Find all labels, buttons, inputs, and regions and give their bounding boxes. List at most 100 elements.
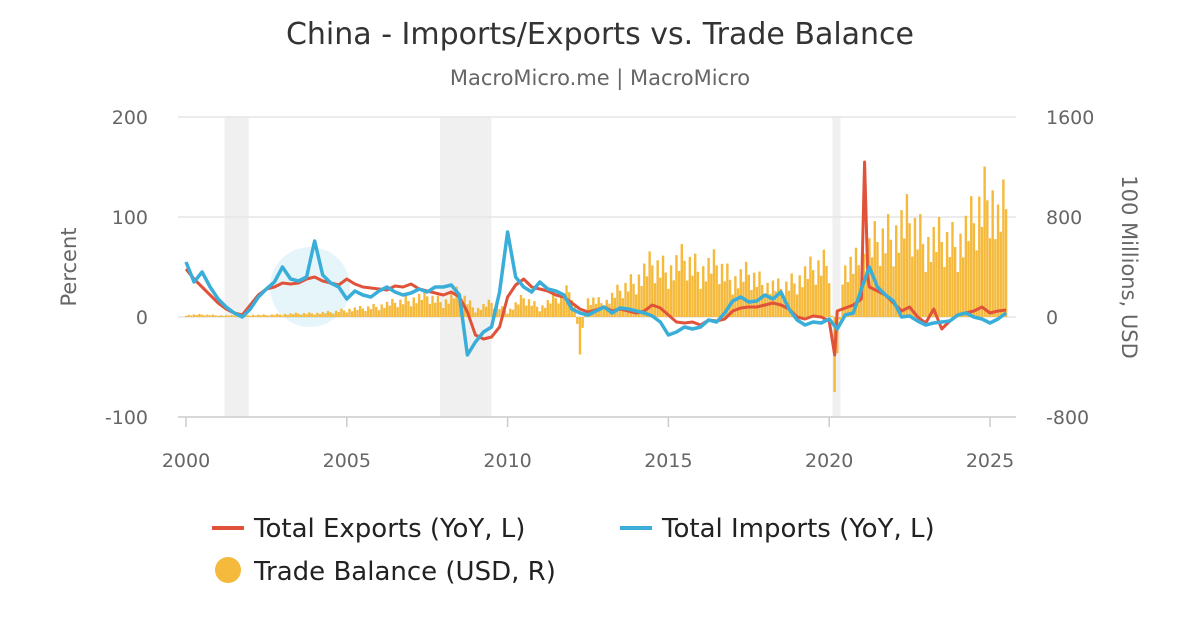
balance-bar-189 bbox=[691, 275, 694, 317]
balance-bar-14 bbox=[222, 315, 225, 317]
balance-bar-60 bbox=[345, 312, 348, 317]
balance-bar-4 bbox=[195, 315, 198, 317]
balance-bar-295 bbox=[975, 250, 978, 317]
balance-bar-238 bbox=[822, 249, 826, 317]
balance-bar-0 bbox=[184, 315, 188, 317]
balance-bar-281 bbox=[937, 217, 941, 317]
legend-label-balance: Trade Balance (USD, R) bbox=[253, 557, 556, 587]
balance-bar-193 bbox=[702, 266, 705, 317]
balance-bar-67 bbox=[364, 311, 367, 317]
y-left-axis-title: Percent bbox=[57, 227, 81, 306]
balance-bar-55 bbox=[332, 313, 335, 317]
balance-bar-53 bbox=[326, 310, 330, 317]
balance-bar-70 bbox=[372, 303, 375, 317]
balance-bar-126 bbox=[522, 298, 525, 317]
balance-bar-85 bbox=[412, 297, 415, 317]
balance-bar-280 bbox=[935, 252, 938, 317]
y-left-tick-100: 100 bbox=[112, 207, 148, 229]
balance-bar-123 bbox=[514, 302, 517, 317]
balance-bar-247 bbox=[846, 282, 850, 317]
balance-bar-81 bbox=[401, 304, 405, 317]
balance-bar-29 bbox=[262, 314, 265, 317]
balance-bar-273 bbox=[916, 249, 919, 317]
balance-bar-64 bbox=[356, 309, 359, 317]
balance-bar-182 bbox=[672, 280, 675, 317]
balance-bar-76 bbox=[388, 305, 391, 317]
balance-bar-100 bbox=[452, 298, 456, 317]
balance-bar-128 bbox=[527, 299, 531, 317]
balance-bar-48 bbox=[313, 314, 316, 317]
balance-bar-58 bbox=[340, 308, 343, 317]
balance-bar-3 bbox=[192, 314, 196, 317]
balance-bar-187 bbox=[685, 280, 689, 317]
balance-bar-147 bbox=[578, 317, 582, 355]
balance-bar-91 bbox=[428, 303, 432, 317]
balance-bar-15 bbox=[225, 315, 228, 317]
legend-item-exports[interactable]: Total Exports (YoY, L) bbox=[212, 514, 525, 544]
balance-bar-167 bbox=[632, 283, 635, 317]
balance-bar-176 bbox=[656, 260, 659, 317]
balance-bar-132 bbox=[538, 311, 541, 317]
balance-bar-291 bbox=[964, 215, 968, 317]
balance-bar-38 bbox=[286, 314, 290, 317]
balance-bar-45 bbox=[305, 314, 308, 317]
balance-bar-13 bbox=[219, 315, 223, 317]
balance-bar-1 bbox=[187, 314, 190, 317]
balance-bar-120 bbox=[506, 313, 509, 317]
balance-bar-135 bbox=[546, 300, 549, 317]
balance-bar-230 bbox=[801, 287, 804, 317]
balance-bar-171 bbox=[643, 263, 646, 317]
balance-bar-77 bbox=[391, 298, 394, 317]
balance-bar-50 bbox=[318, 314, 322, 317]
balance-bar-47 bbox=[310, 313, 314, 317]
balance-bar-290 bbox=[962, 257, 965, 317]
balance-bar-88 bbox=[420, 299, 424, 317]
balance-bar-260 bbox=[881, 228, 884, 317]
balance-bar-169 bbox=[637, 274, 641, 317]
balance-bar-278 bbox=[929, 262, 933, 317]
balance-bar-207 bbox=[739, 269, 742, 317]
balance-bar-35 bbox=[278, 314, 281, 317]
balance-bar-234 bbox=[811, 270, 815, 317]
balance-bar-12 bbox=[216, 315, 220, 317]
balance-bar-168 bbox=[635, 294, 638, 317]
balance-bar-125 bbox=[519, 294, 523, 317]
balance-bar-181 bbox=[669, 265, 673, 317]
balance-bar-84 bbox=[409, 306, 413, 317]
balance-bar-274 bbox=[919, 214, 922, 317]
legend-item-balance[interactable]: Trade Balance (USD, R) bbox=[215, 557, 556, 587]
balance-bar-73 bbox=[380, 304, 383, 317]
balance-bar-294 bbox=[972, 223, 976, 317]
balance-bar-277 bbox=[927, 237, 930, 317]
balance-bar-28 bbox=[259, 315, 263, 317]
balance-bar-245 bbox=[841, 284, 844, 317]
chart-title: China - Imports/Exports vs. Trade Balanc… bbox=[286, 17, 914, 52]
balance-bar-114 bbox=[490, 302, 493, 317]
balance-bar-6 bbox=[200, 314, 204, 317]
balance-bar-124 bbox=[517, 304, 520, 317]
balance-bar-164 bbox=[624, 283, 627, 317]
balance-bar-59 bbox=[342, 310, 346, 317]
balance-bar-173 bbox=[648, 251, 651, 317]
balance-bar-269 bbox=[905, 194, 909, 317]
balance-bar-107 bbox=[471, 307, 474, 317]
legend: Total Exports (YoY, L) Total Imports (Yo… bbox=[212, 514, 935, 587]
balance-legend-swatch bbox=[215, 557, 241, 583]
balance-bar-178 bbox=[661, 255, 665, 317]
balance-bar-214 bbox=[758, 271, 761, 317]
balance-bar-258 bbox=[876, 242, 879, 317]
balance-bar-190 bbox=[694, 253, 697, 317]
balance-bar-282 bbox=[940, 242, 943, 317]
legend-item-imports[interactable]: Total Imports (YoY, L) bbox=[620, 514, 935, 544]
y-right-tick-1600: 1600 bbox=[1046, 107, 1094, 129]
balance-bar-175 bbox=[653, 283, 657, 317]
balance-bar-98 bbox=[447, 303, 450, 317]
balance-bar-293 bbox=[970, 196, 973, 317]
x-tick-2005: 2005 bbox=[323, 450, 371, 472]
balance-bar-40 bbox=[292, 314, 295, 317]
balance-bar-276 bbox=[924, 272, 927, 317]
balance-bar-231 bbox=[803, 266, 807, 317]
balance-bar-299 bbox=[986, 200, 989, 317]
balance-bar-27 bbox=[257, 314, 260, 317]
x-tick-2020: 2020 bbox=[805, 450, 853, 472]
